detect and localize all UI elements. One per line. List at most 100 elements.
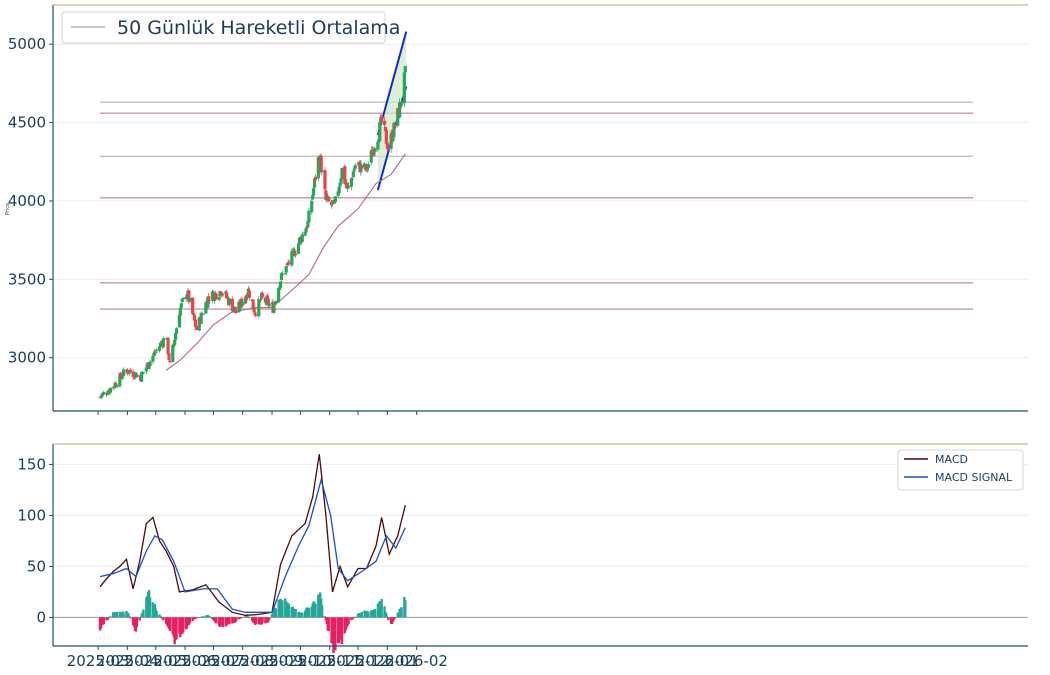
candle-body [131, 371, 135, 377]
histogram-bar [159, 615, 162, 618]
candle-body [254, 314, 258, 316]
candle-body [179, 303, 183, 308]
price-y-tick-label: 4500 [8, 114, 46, 132]
histogram-bar [208, 616, 211, 618]
candle-body [265, 295, 269, 300]
histogram-bar [281, 600, 284, 618]
candle-body [343, 166, 347, 184]
histogram-bar [400, 607, 403, 618]
macd-legend-label: MACD [935, 453, 968, 466]
histogram-bar [198, 617, 201, 618]
candle-body [147, 365, 151, 369]
candle-body [305, 226, 309, 229]
histogram-bar [301, 612, 304, 618]
histogram-bar [106, 617, 109, 620]
macd-lines [99, 454, 406, 617]
candle-body [178, 307, 182, 316]
candle-body [277, 288, 282, 290]
price-y-ticks: 3000 3500 4000 4500 5000 [8, 35, 53, 367]
candle-body [227, 298, 232, 305]
candle-body [287, 262, 291, 264]
candle-body [399, 101, 404, 106]
candle-body [251, 299, 255, 309]
candle-body [99, 396, 103, 398]
date-x-tick-label: 2025-04 [96, 652, 159, 670]
price-y-label: Price [5, 203, 11, 215]
legend-label: 50 Günlük Hareketli Ortalama [117, 17, 400, 39]
candle-body [304, 228, 308, 233]
candle-body [171, 344, 175, 362]
candle-body [105, 394, 110, 396]
candle-body [135, 374, 139, 377]
candle-body [339, 178, 343, 184]
candle-body [157, 346, 162, 351]
histogram-bar [135, 617, 139, 628]
macd-legend-box [897, 449, 1024, 491]
candle-body [366, 164, 371, 168]
candle-body [253, 312, 257, 316]
date-x-tick-label: 2025-08 [211, 652, 274, 670]
candle-body [191, 297, 195, 314]
candle-body [214, 293, 218, 300]
histogram-bar [380, 599, 383, 618]
date-x-ticks: 2025-032025-042025-052025-062025-072025-… [67, 646, 448, 670]
histogram-bar [122, 612, 125, 618]
candle-body [174, 333, 178, 340]
candle-body [194, 325, 199, 331]
candle-body [383, 126, 388, 131]
histogram-bar [162, 617, 165, 621]
candle-body [337, 186, 341, 194]
candle-body [111, 387, 115, 389]
candle-body [323, 170, 327, 190]
histogram-bar [267, 617, 270, 623]
histogram-bar [247, 616, 250, 618]
candle-body [390, 132, 394, 142]
candle-body [204, 302, 208, 314]
candle-body [332, 201, 337, 204]
candle-body [102, 392, 106, 394]
candle-body [378, 122, 382, 141]
candle-body [166, 337, 170, 354]
candle-body [118, 373, 122, 387]
candle-body [201, 314, 205, 316]
histogram-bar [102, 617, 105, 625]
histogram-bar [320, 605, 324, 618]
histogram-bar [246, 615, 249, 618]
candle-body [325, 198, 329, 200]
candle-body [294, 253, 298, 256]
histogram-bar [158, 614, 161, 618]
candle-body [241, 302, 245, 306]
candle-body [353, 165, 357, 169]
candle-body [373, 148, 377, 153]
histogram-bar [392, 617, 396, 620]
candle-body [303, 231, 307, 236]
candle-body [185, 294, 189, 299]
price-y-tick-label: 5000 [8, 35, 46, 53]
candle-body [139, 372, 144, 382]
histogram-bar [373, 609, 377, 618]
histogram-bar [241, 617, 244, 618]
candle-body [257, 299, 261, 317]
candle-body [212, 292, 216, 302]
date-x-tick-label: 2025-06 [154, 652, 217, 670]
histogram-bar [240, 617, 243, 618]
candle-body [206, 296, 210, 308]
sma50-line [165, 153, 406, 371]
macd-y-ticks: 0 50 100 150 [17, 455, 53, 626]
candle-body [402, 72, 406, 104]
histogram-bar [168, 617, 172, 632]
candle-body [158, 342, 163, 347]
price-plot-frame [53, 5, 1028, 411]
candle-body [320, 170, 324, 172]
candle-body [313, 176, 318, 181]
histogram-bar [221, 617, 225, 628]
histogram-bar [155, 610, 158, 618]
histogram-bar [391, 617, 395, 622]
candle-body [100, 394, 104, 397]
candle-body [119, 372, 123, 378]
candle-body [336, 191, 340, 196]
candle-body [207, 296, 211, 299]
candle-body [266, 298, 270, 306]
candle-body [174, 328, 179, 334]
